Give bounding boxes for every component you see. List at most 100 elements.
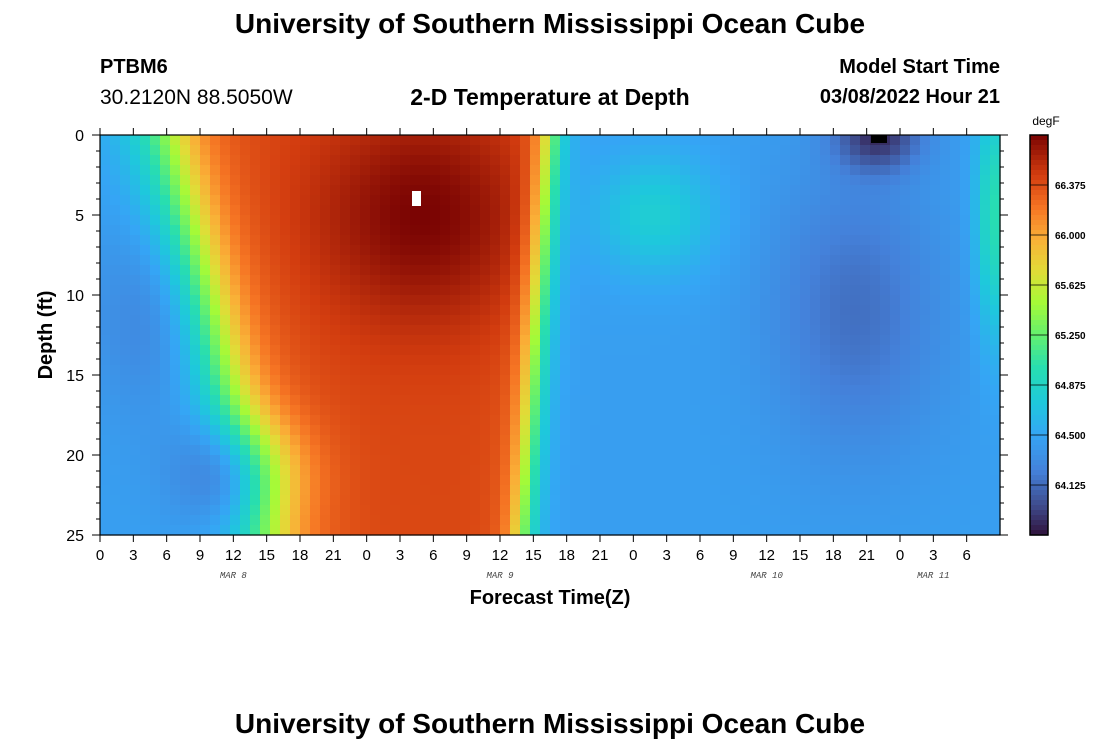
heatmap-cell <box>150 135 161 146</box>
heatmap-cell <box>170 485 181 496</box>
heatmap-cell <box>800 205 811 216</box>
heatmap-cell <box>130 395 141 406</box>
heatmap-cell <box>170 435 181 446</box>
heatmap-cell <box>360 435 371 446</box>
heatmap-cell <box>420 455 431 466</box>
heatmap-cell <box>740 385 751 396</box>
heatmap-cell <box>370 375 381 386</box>
heatmap-cell <box>670 155 681 166</box>
heatmap-cell <box>590 385 601 396</box>
heatmap-cell <box>640 235 651 246</box>
heatmap-cell <box>760 305 771 316</box>
heatmap-cell <box>550 335 561 346</box>
heatmap-cell <box>310 515 321 526</box>
heatmap-cell <box>300 185 311 196</box>
heatmap-cell <box>110 455 121 466</box>
heatmap-cell <box>830 165 841 176</box>
heatmap-cell <box>250 425 261 436</box>
heatmap-cell <box>330 155 341 166</box>
heatmap-cell <box>600 505 611 516</box>
heatmap-cell <box>110 505 121 516</box>
heatmap-cell <box>250 305 261 316</box>
heatmap-cell <box>150 515 161 526</box>
heatmap-cell <box>220 365 231 376</box>
heatmap-cell <box>830 365 841 376</box>
heatmap-cell <box>320 415 331 426</box>
heatmap-cell <box>670 165 681 176</box>
heatmap-cell <box>580 195 591 206</box>
heatmap-cell <box>960 425 971 436</box>
heatmap-cell <box>690 425 701 436</box>
heatmap-cell <box>450 215 461 226</box>
heatmap-cell <box>570 345 581 356</box>
heatmap-cell <box>450 135 461 146</box>
heatmap-cell <box>800 295 811 306</box>
heatmap-cell <box>450 225 461 236</box>
heatmap-cell <box>190 205 201 216</box>
heatmap-cell <box>580 395 591 406</box>
heatmap-cell <box>650 425 661 436</box>
heatmap-cell <box>550 195 561 206</box>
heatmap-cell <box>150 455 161 466</box>
heatmap-cell <box>360 325 371 336</box>
heatmap-cell <box>170 215 181 226</box>
heatmap-cell <box>290 245 301 256</box>
heatmap-cell <box>790 355 801 366</box>
heatmap-cell <box>480 505 491 516</box>
heatmap-cell <box>740 425 751 436</box>
heatmap-cell <box>650 255 661 266</box>
heatmap-cell <box>890 355 901 366</box>
heatmap-cell <box>260 425 271 436</box>
heatmap-cell <box>300 165 311 176</box>
heatmap-cell <box>610 475 621 486</box>
heatmap-cell <box>990 225 1001 236</box>
heatmap-cell <box>470 465 481 476</box>
heatmap-cell <box>370 225 381 236</box>
heatmap-cell <box>820 505 831 516</box>
colorbar-segment <box>1030 220 1048 226</box>
heatmap-cell <box>110 305 121 316</box>
heatmap-cell <box>570 355 581 366</box>
heatmap-cell <box>190 505 201 516</box>
heatmap-cell <box>330 525 341 536</box>
heatmap-cell <box>270 285 281 296</box>
heatmap-cell <box>280 365 291 376</box>
heatmap-cell <box>280 515 291 526</box>
heatmap-cell <box>860 155 871 166</box>
heatmap-cell <box>710 235 721 246</box>
heatmap-cell <box>660 315 671 326</box>
heatmap-cell <box>250 355 261 366</box>
heatmap-cell <box>550 375 561 386</box>
heatmap-cell <box>490 375 501 386</box>
heatmap-cell <box>180 445 191 456</box>
heatmap-cell <box>920 145 931 156</box>
heatmap-cell <box>570 385 581 396</box>
heatmap-cell <box>200 365 211 376</box>
heatmap-cell <box>890 465 901 476</box>
heatmap-cell <box>680 515 691 526</box>
heatmap-cell <box>400 485 411 496</box>
x-tick-label: 12 <box>492 547 509 564</box>
colorbar-segment <box>1030 330 1048 336</box>
heatmap-cell <box>750 475 761 486</box>
heatmap-cell <box>690 185 701 196</box>
heatmap-cell <box>310 305 321 316</box>
heatmap-cell <box>950 525 961 536</box>
heatmap-cell <box>710 335 721 346</box>
heatmap-cell <box>680 305 691 316</box>
heatmap-cell <box>620 495 631 506</box>
heatmap-cell <box>280 215 291 226</box>
heatmap-cell <box>980 375 991 386</box>
heatmap-cell <box>840 155 851 166</box>
heatmap-cell <box>800 365 811 376</box>
heatmap-cell <box>130 345 141 356</box>
heatmap-cell <box>200 325 211 336</box>
heatmap-cell <box>710 385 721 396</box>
heatmap-cell <box>480 365 491 376</box>
heatmap-cell <box>700 395 711 406</box>
heatmap-cell <box>710 515 721 526</box>
heatmap-cell <box>910 215 921 226</box>
heatmap-cell <box>580 205 591 216</box>
heatmap-cell <box>110 255 121 266</box>
heatmap-cell <box>870 425 881 436</box>
